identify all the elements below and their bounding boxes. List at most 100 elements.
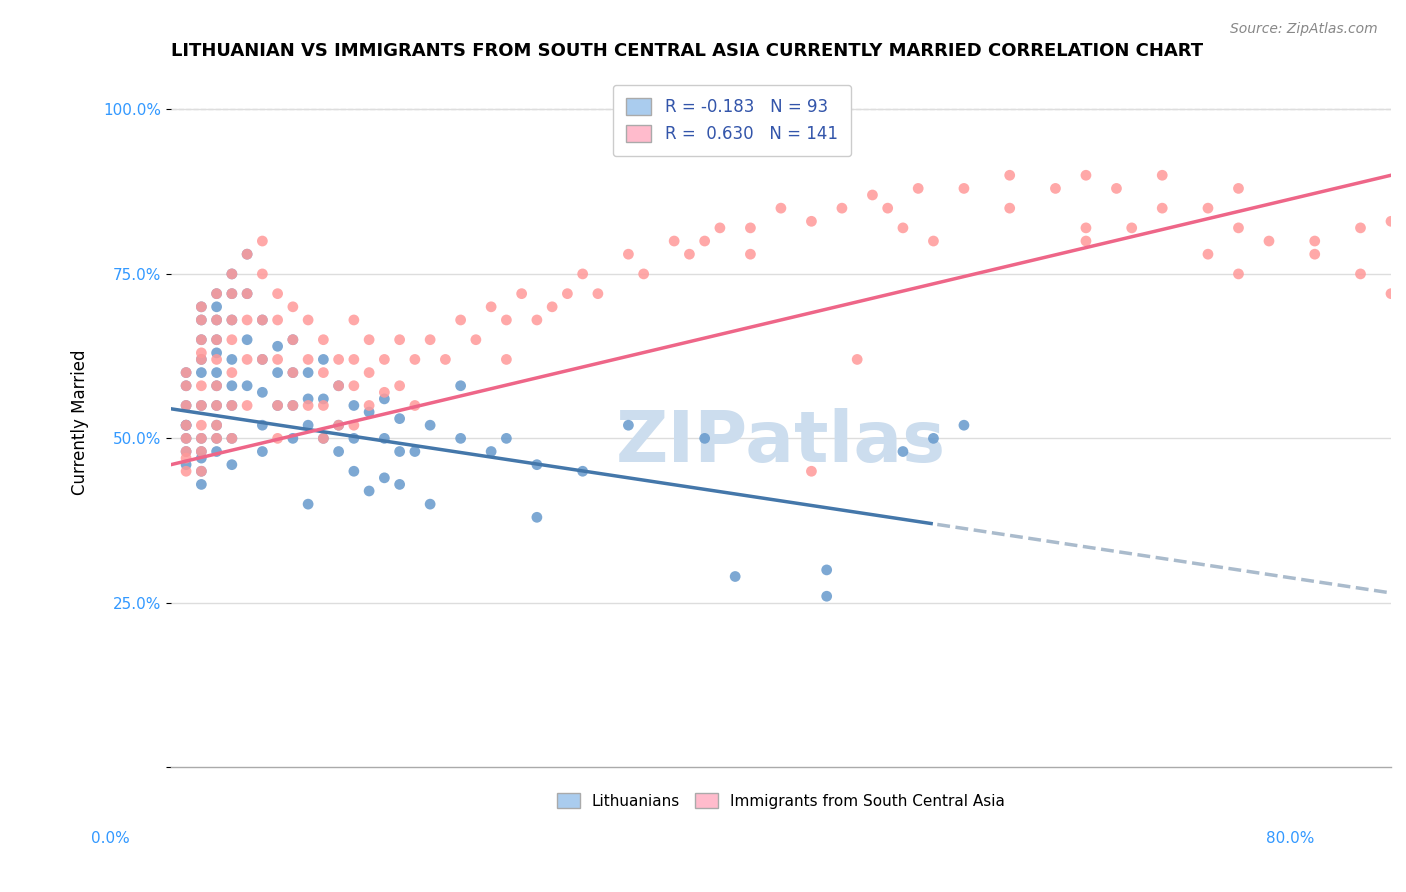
Point — [450, 313, 472, 327]
Point — [1379, 214, 1402, 228]
Point — [953, 181, 976, 195]
Point — [450, 378, 472, 392]
Point — [343, 464, 366, 478]
Point — [205, 399, 228, 413]
Point — [815, 589, 838, 603]
Point — [190, 378, 212, 392]
Point — [252, 313, 274, 327]
Point — [174, 431, 197, 445]
Point — [953, 418, 976, 433]
Point — [312, 352, 335, 367]
Point — [190, 399, 212, 413]
Point — [205, 352, 228, 367]
Point — [297, 392, 319, 406]
Point — [831, 201, 853, 215]
Point — [221, 431, 243, 445]
Point — [221, 267, 243, 281]
Point — [205, 418, 228, 433]
Point — [281, 333, 304, 347]
Point — [328, 418, 350, 433]
Point — [434, 352, 457, 367]
Point — [373, 392, 395, 406]
Point — [205, 444, 228, 458]
Point — [450, 431, 472, 445]
Point — [221, 378, 243, 392]
Text: 80.0%: 80.0% — [1267, 831, 1315, 846]
Point — [373, 471, 395, 485]
Point — [174, 444, 197, 458]
Point — [174, 464, 197, 478]
Point — [190, 444, 212, 458]
Point — [907, 181, 929, 195]
Point — [359, 366, 381, 380]
Point — [312, 431, 335, 445]
Point — [1258, 234, 1281, 248]
Point — [221, 286, 243, 301]
Point — [495, 313, 517, 327]
Point — [846, 352, 869, 367]
Point — [388, 477, 411, 491]
Point — [312, 431, 335, 445]
Point — [236, 378, 259, 392]
Point — [373, 431, 395, 445]
Point — [190, 451, 212, 466]
Text: ZIPatlas: ZIPatlas — [616, 409, 946, 477]
Point — [404, 352, 426, 367]
Text: LITHUANIAN VS IMMIGRANTS FROM SOUTH CENTRAL ASIA CURRENTLY MARRIED CORRELATION C: LITHUANIAN VS IMMIGRANTS FROM SOUTH CENT… — [172, 42, 1204, 60]
Point — [205, 431, 228, 445]
Point — [190, 300, 212, 314]
Point — [740, 220, 762, 235]
Point — [1379, 286, 1402, 301]
Point — [526, 510, 548, 524]
Point — [1227, 220, 1250, 235]
Point — [343, 313, 366, 327]
Point — [769, 201, 792, 215]
Point — [205, 366, 228, 380]
Point — [1152, 201, 1174, 215]
Point — [373, 352, 395, 367]
Point — [221, 313, 243, 327]
Point — [221, 366, 243, 380]
Point — [1197, 247, 1219, 261]
Point — [328, 378, 350, 392]
Point — [221, 458, 243, 472]
Point — [266, 313, 288, 327]
Legend: Lithuanians, Immigrants from South Central Asia: Lithuanians, Immigrants from South Centr… — [551, 787, 1011, 815]
Point — [190, 431, 212, 445]
Point — [236, 352, 259, 367]
Point — [174, 418, 197, 433]
Point — [205, 313, 228, 327]
Point — [693, 431, 716, 445]
Point — [343, 418, 366, 433]
Point — [586, 286, 609, 301]
Point — [495, 431, 517, 445]
Point — [312, 392, 335, 406]
Y-axis label: Currently Married: Currently Married — [72, 349, 89, 495]
Point — [464, 333, 486, 347]
Point — [205, 333, 228, 347]
Point — [190, 352, 212, 367]
Point — [359, 333, 381, 347]
Point — [312, 366, 335, 380]
Point — [236, 247, 259, 261]
Point — [328, 418, 350, 433]
Point — [617, 418, 640, 433]
Point — [190, 366, 212, 380]
Point — [526, 458, 548, 472]
Point — [236, 333, 259, 347]
Point — [190, 313, 212, 327]
Point — [343, 352, 366, 367]
Point — [419, 418, 441, 433]
Point — [404, 399, 426, 413]
Point — [297, 418, 319, 433]
Point — [190, 444, 212, 458]
Point — [266, 286, 288, 301]
Point — [495, 352, 517, 367]
Point — [266, 399, 288, 413]
Point — [1350, 267, 1372, 281]
Point — [174, 444, 197, 458]
Point — [221, 399, 243, 413]
Point — [205, 431, 228, 445]
Point — [800, 464, 823, 478]
Point — [190, 346, 212, 360]
